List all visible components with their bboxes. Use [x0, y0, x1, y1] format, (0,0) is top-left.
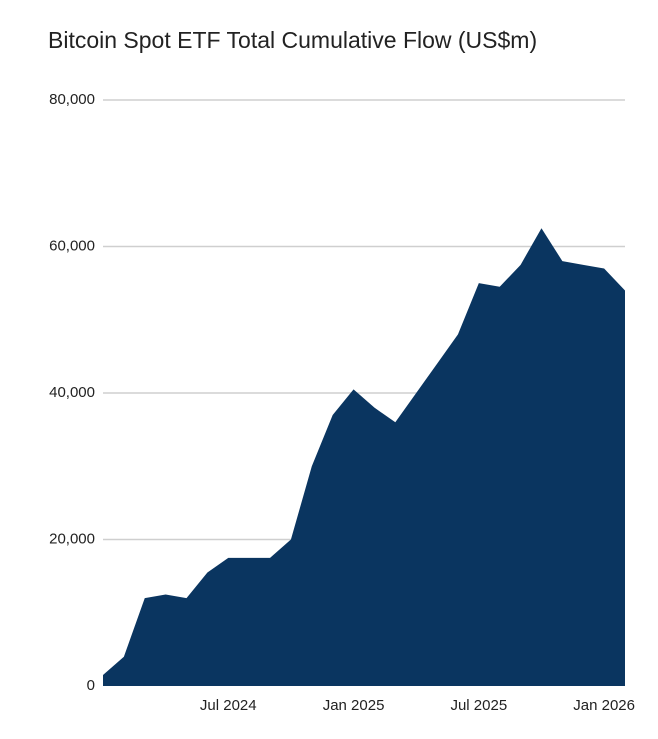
x-tick-label: Jul 2024	[200, 697, 257, 714]
area	[103, 228, 625, 686]
y-tick-label: 60,000	[49, 237, 95, 254]
x-tick-label: Jan 2025	[323, 697, 385, 714]
y-tick-label: 80,000	[49, 91, 95, 108]
y-tick-label: 0	[87, 677, 95, 694]
y-tick-label: 40,000	[49, 384, 95, 401]
x-tick-label: Jan 2026	[573, 697, 635, 714]
x-tick-label: Jul 2025	[450, 697, 507, 714]
y-tick-label: 20,000	[49, 530, 95, 547]
chart-title: Bitcoin Spot ETF Total Cumulative Flow (…	[48, 27, 537, 53]
